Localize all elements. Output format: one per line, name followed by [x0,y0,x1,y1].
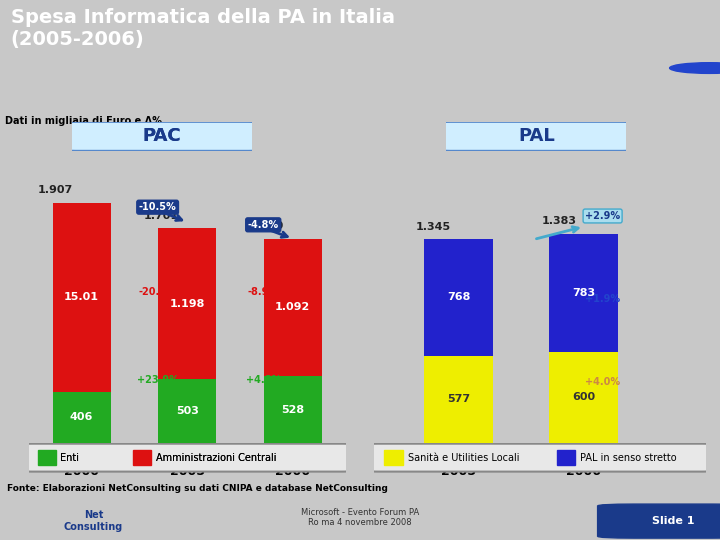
Text: +4.8%: +4.8% [246,375,281,385]
Bar [424,355,493,443]
Text: 528: 528 [282,404,305,415]
Text: PAL: PAL [518,127,555,145]
Bar [264,239,322,376]
Text: 2000: 2000 [64,465,99,478]
Text: 406: 406 [70,412,94,422]
Text: Amministrazioni Centrali: Amministrazioni Centrali [156,453,276,463]
FancyBboxPatch shape [66,122,258,151]
Text: +4.0%: +4.0% [585,377,620,387]
Text: +1.9%: +1.9% [585,294,620,304]
Text: 1.620: 1.620 [249,221,284,231]
Text: PAC: PAC [143,127,181,145]
Bar [35,449,54,467]
Text: PAL in senso stretto: PAL in senso stretto [580,453,676,463]
Bar [53,392,111,443]
Text: 1.383: 1.383 [541,216,576,226]
FancyBboxPatch shape [371,444,709,471]
Text: 1.701: 1.701 [143,211,179,221]
Text: -4.8%: -4.8% [248,220,279,230]
Text: -10.5%: -10.5% [139,202,176,212]
FancyBboxPatch shape [441,122,632,151]
Bar [264,376,322,443]
Text: 600: 600 [572,393,595,402]
Text: Dati in migliaia di Euro e Δ%: Dati in migliaia di Euro e Δ% [5,117,162,126]
Text: Net
Consulting: Net Consulting [64,510,123,532]
Text: +23.9%: +23.9% [137,375,179,385]
Text: 1.198: 1.198 [169,299,205,309]
Bar [38,450,55,465]
Text: PAC: PAC [143,127,181,145]
Text: Spesa Informatica della PA in Italia
(2005-2006): Spesa Informatica della PA in Italia (20… [11,8,395,49]
Bar [133,450,150,465]
Text: Microsoft - Evento Forum PA
Ro ma 4 novembre 2008: Microsoft - Evento Forum PA Ro ma 4 nove… [301,508,419,527]
Bar [549,234,618,352]
Text: 783: 783 [572,288,595,298]
Bar [424,239,493,355]
Text: 577: 577 [447,394,470,404]
Text: 1.345: 1.345 [416,222,451,232]
Text: 1.907: 1.907 [37,185,73,195]
FancyBboxPatch shape [26,444,348,471]
Text: -20.1%: -20.1% [139,287,176,296]
Bar [158,380,216,443]
Bar [53,202,111,392]
Text: Amministrazioni Centrali: Amministrazioni Centrali [156,453,276,463]
Text: 768: 768 [447,293,470,302]
Text: 2005: 2005 [441,465,476,478]
Text: 2006: 2006 [567,465,601,478]
Text: Fonte: Elaborazioni NetConsulting su dati CNIPA e database NetConsulting: Fonte: Elaborazioni NetConsulting su dat… [7,484,388,493]
Bar [384,450,402,465]
Text: Enti: Enti [60,453,79,463]
FancyBboxPatch shape [598,504,720,538]
Bar [158,228,216,380]
Text: Slide 1: Slide 1 [652,516,695,526]
Bar [130,449,149,467]
Text: 2005: 2005 [170,465,204,478]
Bar [557,450,575,465]
Text: +2.9%: +2.9% [585,211,620,221]
Text: 1.092: 1.092 [275,302,310,313]
Text: -8.9%: -8.9% [248,287,279,296]
Text: Sanità e Utilities Locali: Sanità e Utilities Locali [408,453,519,463]
Bar [549,352,618,443]
Text: 2006: 2006 [275,465,310,478]
Text: 503: 503 [176,406,199,416]
Circle shape [670,63,720,73]
Text: Enti: Enti [60,453,79,463]
Text: 15.01: 15.01 [64,292,99,302]
